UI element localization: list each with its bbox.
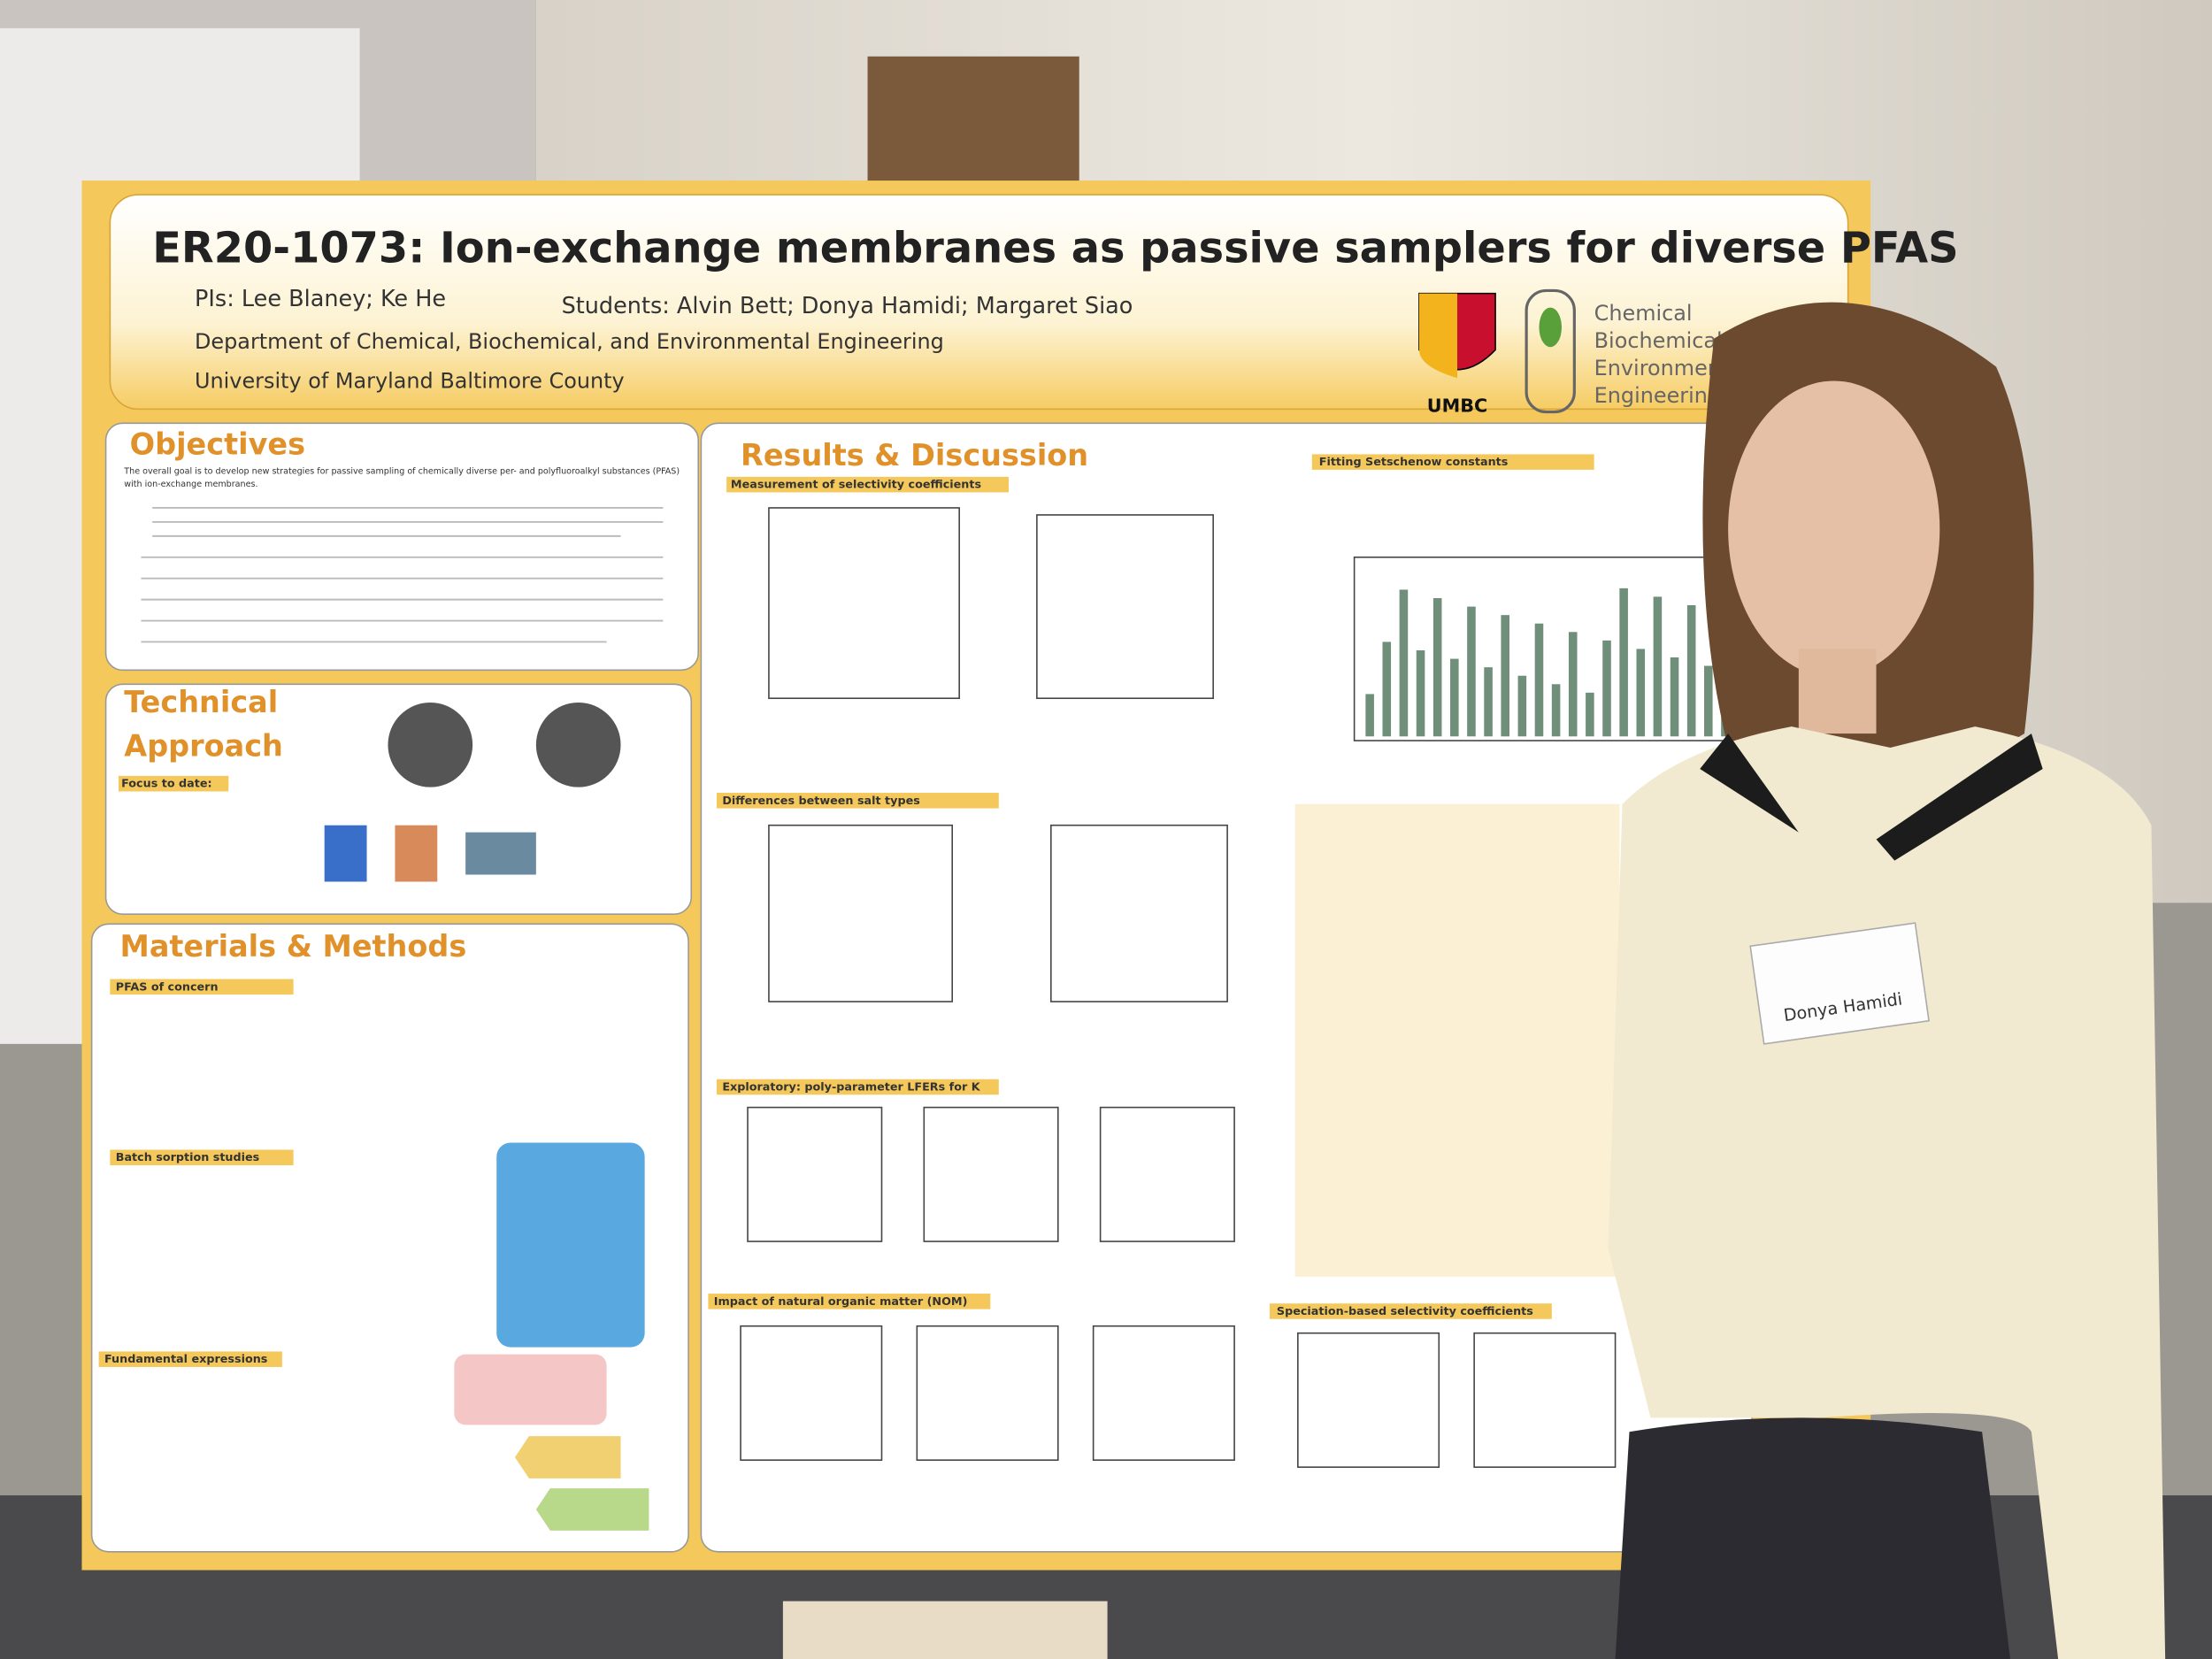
university: University of Maryland Baltimore County (195, 368, 625, 393)
bar-shape (1501, 615, 1509, 737)
fit-panel (1294, 803, 1620, 1277)
highlight (708, 1294, 991, 1310)
umbc-logo: UMBC (1427, 396, 1487, 417)
subheading: PFAS of concern (116, 980, 219, 994)
students: Students: Alvin Bett; Donya Hamidi; Marg… (562, 293, 1133, 319)
bar-shape (1704, 665, 1713, 737)
subheading: Focus to date: (121, 778, 211, 791)
arrow-tag (514, 1436, 621, 1479)
flag (867, 56, 1079, 191)
section-heading: Materials & Methods (120, 929, 467, 964)
bar-shape (1467, 606, 1476, 737)
highlight (110, 1149, 294, 1165)
subheading: Exploratory: poly-parameter LFERs for K (722, 1080, 980, 1094)
subheading: Impact of natural organic matter (NOM) (714, 1295, 968, 1309)
bar-shape (1416, 650, 1425, 737)
bar-shape (1602, 640, 1611, 737)
name-badge (1749, 922, 1930, 1045)
subheading: Fundamental expressions (104, 1353, 267, 1366)
highlight (1269, 1303, 1552, 1319)
bar-shape (1517, 675, 1527, 737)
poster-header (109, 194, 1849, 411)
highlight (110, 979, 294, 995)
dept-logo-line: Chemical (1594, 301, 1693, 326)
neck (1798, 649, 1877, 734)
bar-shape (1636, 649, 1646, 737)
highlight (1311, 454, 1594, 470)
beaker (395, 825, 438, 882)
bar-shape (1382, 641, 1392, 737)
highlight (118, 775, 229, 792)
bar-shape (1670, 657, 1679, 737)
membrane-figure (535, 703, 621, 787)
poster-title: ER20-1073: Ion-exchange membranes as pas… (152, 225, 1958, 273)
subheading: Fitting Setschenow constants (1319, 456, 1509, 469)
bar-shape (1568, 632, 1578, 737)
measured-box (454, 1354, 607, 1425)
highlight (716, 793, 999, 809)
sweater (1608, 726, 2166, 1659)
bar-shape (1365, 694, 1374, 737)
section-heading: Results & Discussion (741, 438, 1088, 472)
bar-shape (1619, 588, 1628, 737)
pis: PIs: Lee Blaney; Ke He (195, 286, 446, 312)
collar-trim (1700, 733, 2043, 861)
sampler (465, 832, 536, 875)
bar-shape (1534, 623, 1544, 737)
section-heading: Technical (124, 685, 278, 719)
highlight (98, 1351, 282, 1367)
beaker (324, 825, 367, 882)
umbc-shield-half (1418, 293, 1458, 379)
arrow-tag (535, 1488, 649, 1531)
bar-shape (1484, 667, 1493, 737)
section-heading: Approach (124, 729, 283, 764)
bar-shape (1586, 692, 1594, 737)
dept-logo-line: Engineering (1594, 383, 1721, 408)
objectives-text-box: The overall goal is to develop new strat… (124, 466, 680, 490)
text-lines (141, 507, 664, 643)
subheading: Measurement of selectivity coefficients (731, 479, 981, 492)
envelope (782, 1601, 1108, 1659)
bar-shape (1653, 596, 1663, 737)
badge-group: Donya Hamidi (1749, 922, 1930, 1045)
bar-shape (1450, 658, 1459, 737)
skirt (1615, 1417, 2011, 1659)
membrane-figure (388, 703, 473, 787)
subheading: Speciation-based selectivity coefficient… (1277, 1305, 1533, 1318)
leaf (1539, 307, 1562, 348)
bar-shape (1432, 598, 1442, 737)
objectives-text: The overall goal is to develop new strat… (124, 466, 680, 490)
objectives-box (104, 422, 700, 672)
sampler-diagram (496, 1142, 645, 1348)
subheading: Batch sorption studies (116, 1151, 260, 1164)
subheading: Differences between salt types (722, 795, 920, 808)
face (1728, 380, 1940, 678)
highlight (726, 476, 1009, 493)
highlight (716, 1079, 999, 1095)
bar-shape (1399, 589, 1409, 737)
dept-icon (1525, 288, 1576, 414)
department: Department of Chemical, Biochemical, and… (195, 329, 944, 354)
bar-shape (1551, 684, 1561, 737)
bar-shape (1686, 604, 1696, 737)
section-heading: Objectives (130, 426, 305, 461)
